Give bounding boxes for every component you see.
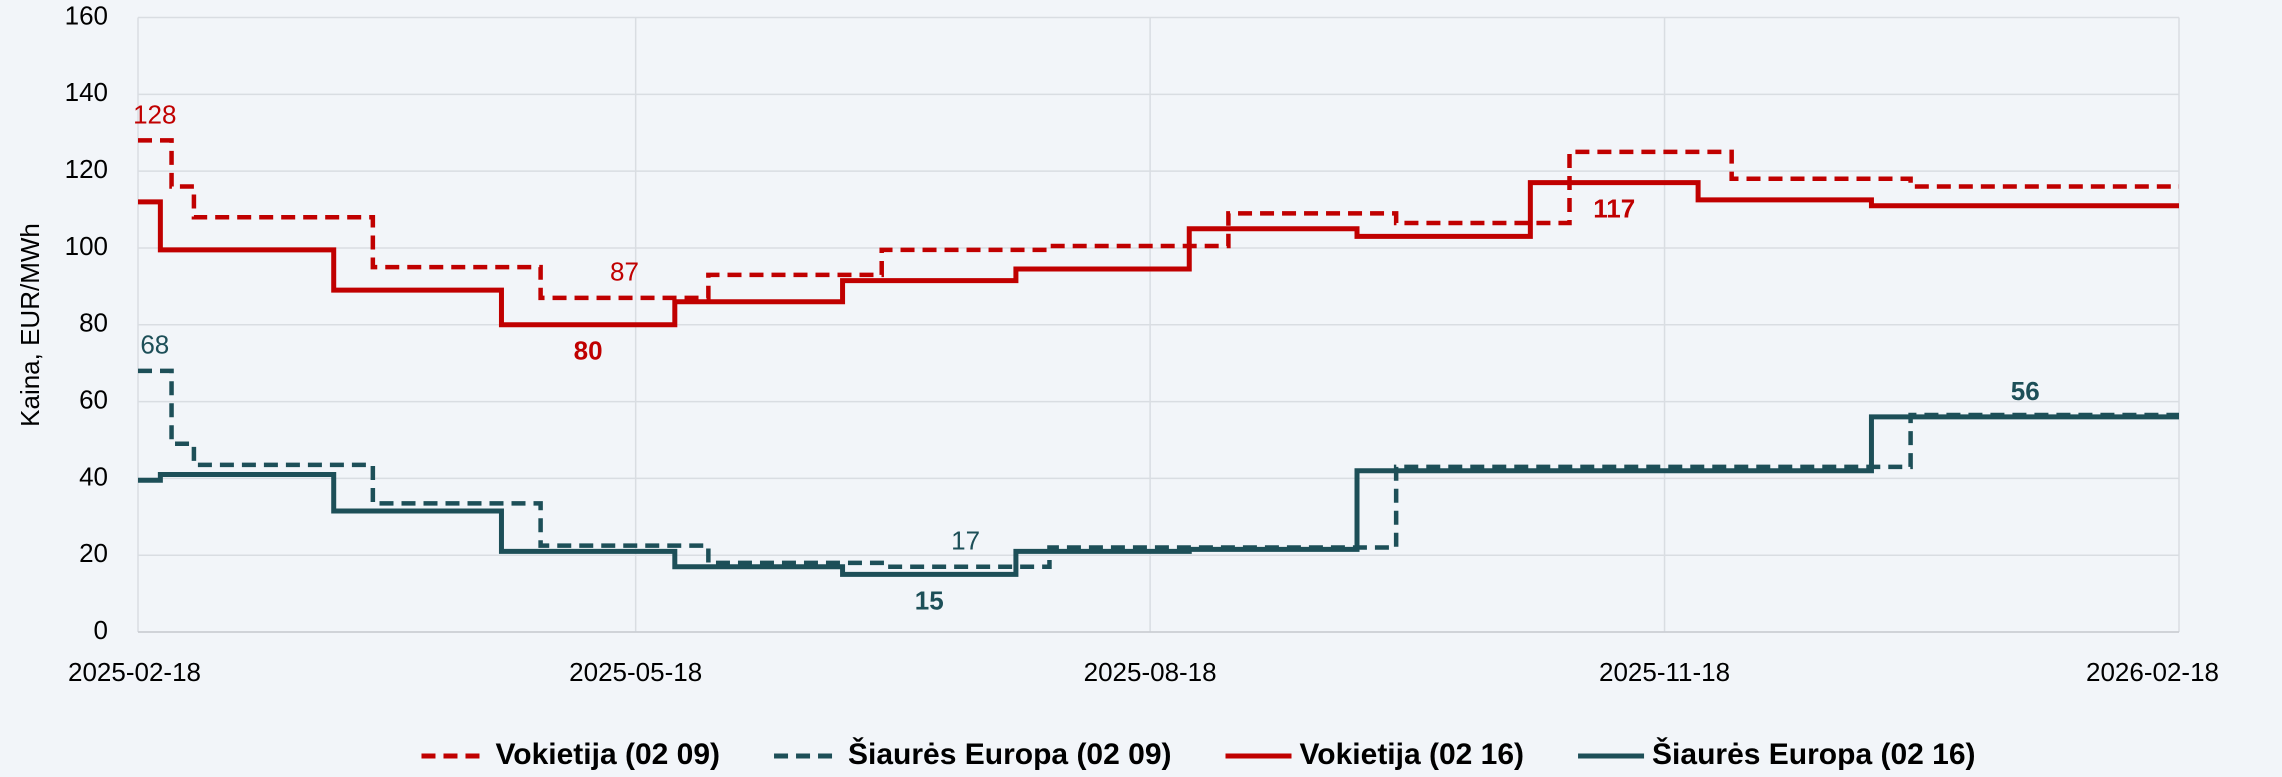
y-tick-label: 140 (65, 77, 108, 107)
data-label: 80 (574, 336, 603, 366)
y-tick-label: 40 (79, 461, 108, 491)
y-tick-label: 20 (79, 538, 108, 568)
x-tick-label: 2025-02-18 (68, 657, 201, 687)
x-tick-label: 2025-05-18 (569, 657, 702, 687)
legend-label: Šiaurės Europa (02 16) (1652, 737, 1975, 771)
data-label: 17 (951, 526, 980, 556)
data-label: 117 (1593, 194, 1635, 224)
data-label: 15 (915, 585, 944, 615)
data-label: 68 (140, 330, 169, 360)
x-tick-label: 2025-11-18 (1599, 657, 1730, 687)
x-tick-label: 2025-08-18 (1084, 657, 1217, 687)
y-axis-label: Kaina, EUR/MWh (15, 223, 45, 427)
step-line (138, 414, 2179, 577)
y-tick-label: 80 (79, 308, 108, 338)
data-label: 87 (610, 257, 639, 287)
x-tick-label: 2026-02-18 (2086, 657, 2219, 687)
y-tick-label: 120 (65, 154, 108, 184)
y-tick-label: 100 (65, 231, 108, 261)
y-tick-label: 160 (65, 0, 108, 30)
step-line (138, 138, 2179, 301)
legend-label: Šiaurės Europa (02 09) (848, 737, 1171, 771)
legend-label: Vokietija (02 09) (495, 738, 720, 771)
y-tick-label: 60 (79, 384, 108, 414)
y-tick-label: 0 (94, 615, 108, 645)
step-line (138, 180, 2179, 328)
data-label: 56 (2011, 376, 2040, 406)
step-line (138, 368, 2179, 569)
legend: Vokietija (02 09) Šiaurės Europa (02 09) V… (421, 737, 1976, 771)
legend-label: Vokietija (02 16) (1300, 738, 1525, 771)
data-label: 128 (133, 99, 176, 129)
